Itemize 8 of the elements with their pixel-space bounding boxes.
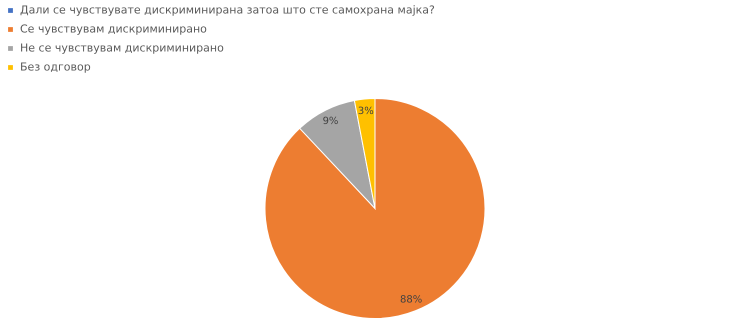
legend-label: Дали се чувствувате дискриминирана затоа што сте самохрана мајка? [20, 4, 436, 16]
data-label: 88% [400, 294, 422, 306]
data-label: 9% [322, 116, 338, 128]
data-label: 3% [358, 106, 374, 117]
pie-slice [264, 98, 486, 319]
legend-label: Не се чувствувам дискриминирано [20, 42, 224, 54]
legend-label: Се чувствувам дискриминирано [20, 22, 208, 36]
legend-label: Без одговор [20, 60, 91, 74]
